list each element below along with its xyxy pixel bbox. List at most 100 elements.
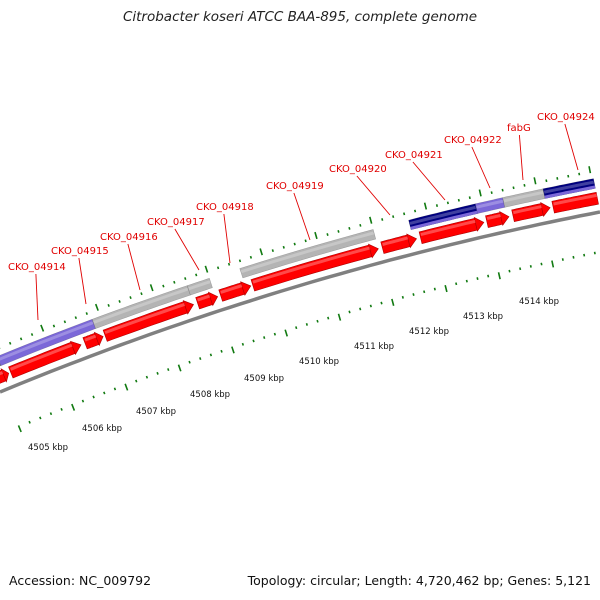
tick (135, 379, 138, 383)
label-leader (518, 134, 524, 181)
tick (369, 304, 372, 308)
gene-label: CKO_04914 (8, 262, 66, 273)
tick (252, 339, 255, 343)
tick (380, 301, 383, 305)
cds-highlight (197, 294, 211, 302)
tick (468, 196, 471, 200)
gene-highlight (240, 231, 374, 274)
tick (140, 292, 143, 296)
tick (204, 265, 209, 273)
tick (259, 248, 263, 256)
tick (305, 322, 308, 326)
tick (572, 255, 575, 259)
tick (423, 290, 426, 294)
gene-label: CKO_04917 (147, 217, 205, 228)
gene-label: CKO_04919 (266, 181, 324, 192)
tick (337, 313, 342, 321)
tick (359, 223, 362, 227)
tick (263, 336, 266, 339)
tick (465, 279, 468, 283)
tick (49, 412, 53, 416)
kbp-label: 4510 kbp (299, 357, 339, 367)
cds-highlight (84, 334, 97, 342)
gene-highlight (503, 190, 544, 203)
tick (103, 391, 106, 395)
tick (113, 387, 117, 391)
gene-block (239, 229, 377, 279)
tick (220, 349, 223, 353)
kbp-label: 4509 kbp (244, 374, 284, 384)
cds-arrow-head (406, 233, 417, 249)
tick (487, 274, 490, 278)
tick (455, 282, 458, 286)
tick-marks (0, 166, 596, 433)
label-leader (78, 257, 87, 305)
kbp-label: 4511 kbp (354, 342, 394, 352)
tick (391, 298, 395, 306)
tick (529, 264, 532, 268)
tick (348, 226, 351, 230)
tick (561, 258, 564, 261)
cds-arrow-head (182, 300, 194, 315)
gene-label: CKO_04920 (329, 164, 387, 175)
tick (124, 383, 129, 391)
tick (227, 262, 231, 266)
gene-label: CKO_04915 (51, 246, 109, 257)
tick (238, 259, 242, 263)
gene-block (186, 277, 213, 296)
label-leader (564, 123, 579, 171)
tick (271, 249, 274, 253)
cds-arrow-head (93, 331, 104, 347)
tick (81, 399, 85, 403)
cds-arrow-head (207, 291, 219, 307)
gene-label: CKO_04918 (196, 202, 254, 213)
label-leader (412, 161, 446, 201)
gene-label: CKO_04916 (100, 232, 158, 243)
tick (359, 307, 362, 311)
tick (327, 316, 330, 320)
gene-label: CKO_04924 (537, 112, 595, 123)
tick (94, 303, 99, 311)
tick (188, 360, 191, 364)
tick (162, 284, 165, 288)
gene-label: CKO_04922 (444, 135, 502, 146)
cds-highlight (513, 205, 542, 215)
tick (216, 266, 220, 270)
tick (156, 371, 159, 375)
tick (282, 245, 285, 249)
tick (293, 242, 296, 246)
gene-highlight (476, 199, 504, 209)
label-leader (223, 213, 231, 264)
gene-highlight (409, 205, 476, 225)
gene-labels: CKO_04914 CKO_04915 CKO_04916 CKO_04917 CKO_… (8, 112, 595, 321)
cds-arrow-head (69, 340, 82, 356)
tick (497, 272, 501, 280)
cds-highlight (382, 236, 409, 246)
cds-arrow-head (473, 216, 485, 232)
tick (326, 233, 329, 236)
tick (149, 284, 154, 292)
tick (413, 209, 417, 213)
cds-arrow-head (540, 202, 551, 218)
tick (71, 403, 76, 411)
kbp-label: 4514 kbp (519, 297, 559, 307)
cds-highlight (0, 371, 4, 376)
cds-highlight (252, 246, 370, 284)
tick (545, 179, 548, 183)
tick (490, 191, 493, 195)
gene-label: CKO_04921 (385, 150, 443, 161)
cds-highlight (553, 193, 598, 206)
tick (17, 425, 22, 433)
tick (145, 375, 149, 379)
gene-block (0, 362, 2, 367)
kbp-label: 4505 kbp (28, 443, 68, 453)
tick (107, 304, 110, 307)
tick (392, 215, 395, 219)
tick (508, 269, 511, 273)
tick (63, 320, 67, 324)
tick (523, 183, 526, 187)
tick (209, 353, 213, 357)
tick (28, 420, 31, 424)
tick (519, 267, 522, 271)
cds-highlight (104, 303, 185, 334)
